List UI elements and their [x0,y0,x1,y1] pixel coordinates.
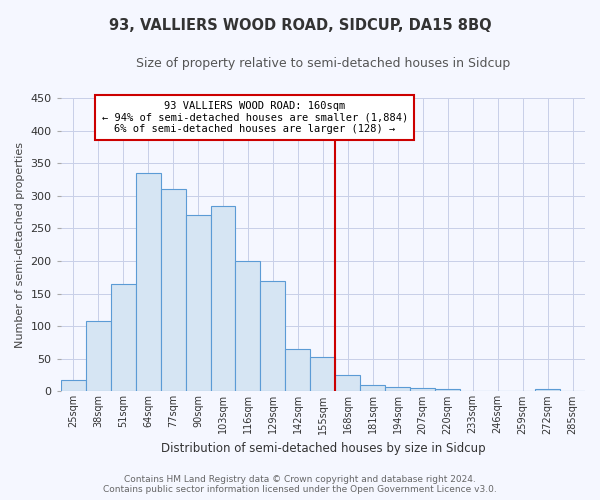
Bar [136,173,161,392]
Bar [286,349,310,392]
Bar [211,206,235,392]
Bar [185,216,211,392]
Text: 93 VALLIERS WOOD ROAD: 160sqm
← 94% of semi-detached houses are smaller (1,884)
: 93 VALLIERS WOOD ROAD: 160sqm ← 94% of s… [101,101,408,134]
Bar [361,385,385,392]
Y-axis label: Number of semi-detached properties: Number of semi-detached properties [15,142,25,348]
Bar [435,389,460,392]
Bar [385,388,410,392]
Bar [235,261,260,392]
Bar [535,389,560,392]
Bar [61,380,86,392]
X-axis label: Distribution of semi-detached houses by size in Sidcup: Distribution of semi-detached houses by … [161,442,485,455]
Bar [410,388,435,392]
Bar [86,321,110,392]
Bar [161,190,185,392]
Bar [310,357,335,392]
Bar [335,375,361,392]
Text: Contains HM Land Registry data © Crown copyright and database right 2024.
Contai: Contains HM Land Registry data © Crown c… [103,474,497,494]
Bar [260,280,286,392]
Bar [110,284,136,392]
Title: Size of property relative to semi-detached houses in Sidcup: Size of property relative to semi-detach… [136,58,510,70]
Text: 93, VALLIERS WOOD ROAD, SIDCUP, DA15 8BQ: 93, VALLIERS WOOD ROAD, SIDCUP, DA15 8BQ [109,18,491,33]
